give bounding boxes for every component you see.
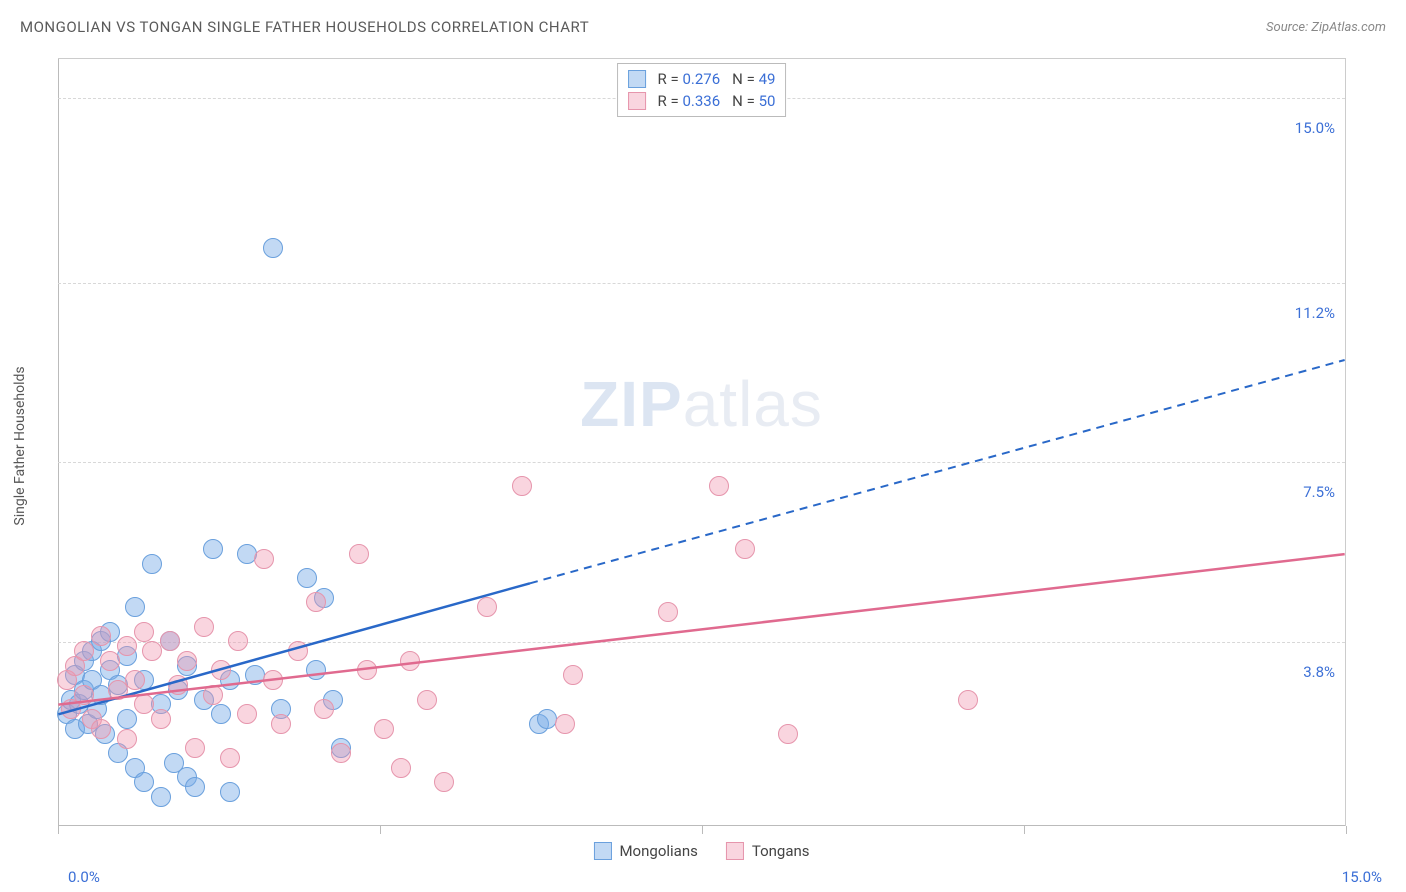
data-point (958, 690, 978, 710)
stats-row-tongans: R = 0.336 N = 50 (628, 90, 776, 112)
swatch-mongolians (628, 70, 646, 88)
data-point (117, 729, 137, 749)
data-point (134, 622, 154, 642)
x-axis-min-label: 0.0% (68, 868, 100, 886)
data-point (314, 699, 334, 719)
legend: Mongolians Tongans (593, 842, 809, 860)
data-point (297, 568, 317, 588)
data-point (288, 641, 308, 661)
stats-row-mongolians: R = 0.276 N = 49 (628, 68, 776, 90)
data-point (709, 476, 729, 496)
data-point (91, 719, 111, 739)
x-tick (58, 826, 59, 834)
data-point (168, 675, 188, 695)
gridline (58, 283, 1345, 284)
data-point (203, 685, 223, 705)
source-attribution: Source: ZipAtlas.com (1266, 20, 1386, 35)
legend-item-mongolians: Mongolians (593, 842, 697, 860)
data-point (220, 782, 240, 802)
data-point (271, 714, 291, 734)
data-point (142, 554, 162, 574)
data-point (349, 544, 369, 564)
y-tick-label: 15.0% (1295, 119, 1335, 137)
data-point (117, 636, 137, 656)
data-point (374, 719, 394, 739)
data-point (125, 670, 145, 690)
data-point (563, 665, 583, 685)
data-point (417, 690, 437, 710)
swatch-tongans (628, 92, 646, 110)
stats-legend-box: R = 0.276 N = 49 R = 0.336 N = 50 (617, 63, 787, 117)
data-point (254, 549, 274, 569)
x-tick (380, 826, 381, 834)
data-point (151, 709, 171, 729)
y-tick-label: 3.8% (1303, 663, 1335, 681)
data-point (74, 685, 94, 705)
data-point (434, 772, 454, 792)
data-point (263, 670, 283, 690)
data-point (778, 724, 798, 744)
data-point (306, 592, 326, 612)
data-point (477, 597, 497, 617)
data-point (263, 238, 283, 258)
data-point (160, 631, 180, 651)
y-tick-label: 7.5% (1303, 483, 1335, 501)
data-point (203, 539, 223, 559)
swatch-mongolians-icon (593, 842, 611, 860)
data-point (555, 714, 575, 734)
x-axis-max-label: 15.0% (1342, 868, 1382, 886)
data-point (74, 641, 94, 661)
data-point (357, 660, 377, 680)
data-point (125, 597, 145, 617)
gridline (58, 462, 1345, 463)
legend-item-tongans: Tongans (726, 842, 810, 860)
data-point (391, 758, 411, 778)
data-point (91, 626, 111, 646)
y-axis-label: Single Father Households (12, 366, 28, 525)
swatch-tongans-icon (726, 842, 744, 860)
data-point (237, 704, 257, 724)
data-point (228, 631, 248, 651)
x-tick (1024, 826, 1025, 834)
data-point (134, 694, 154, 714)
data-point (100, 651, 120, 671)
data-point (211, 660, 231, 680)
data-point (400, 651, 420, 671)
gridline (58, 642, 1345, 643)
data-point (220, 748, 240, 768)
data-point (151, 787, 171, 807)
data-point (117, 709, 137, 729)
data-point (185, 777, 205, 797)
data-point (194, 617, 214, 637)
y-tick-label: 11.2% (1295, 304, 1335, 322)
data-point (185, 738, 205, 758)
data-point (134, 772, 154, 792)
data-point (164, 753, 184, 773)
x-tick (1346, 826, 1347, 834)
data-point (306, 660, 326, 680)
chart-title: MONGOLIAN VS TONGAN SINGLE FATHER HOUSEH… (20, 18, 589, 36)
data-point (658, 602, 678, 622)
data-point (512, 476, 532, 496)
chart-plot-area: ZIPatlas R = 0.276 N = 49 R = 0.336 N = … (58, 58, 1346, 826)
data-point (735, 539, 755, 559)
data-point (177, 651, 197, 671)
x-tick (702, 826, 703, 834)
data-point (211, 704, 231, 724)
data-point (331, 743, 351, 763)
